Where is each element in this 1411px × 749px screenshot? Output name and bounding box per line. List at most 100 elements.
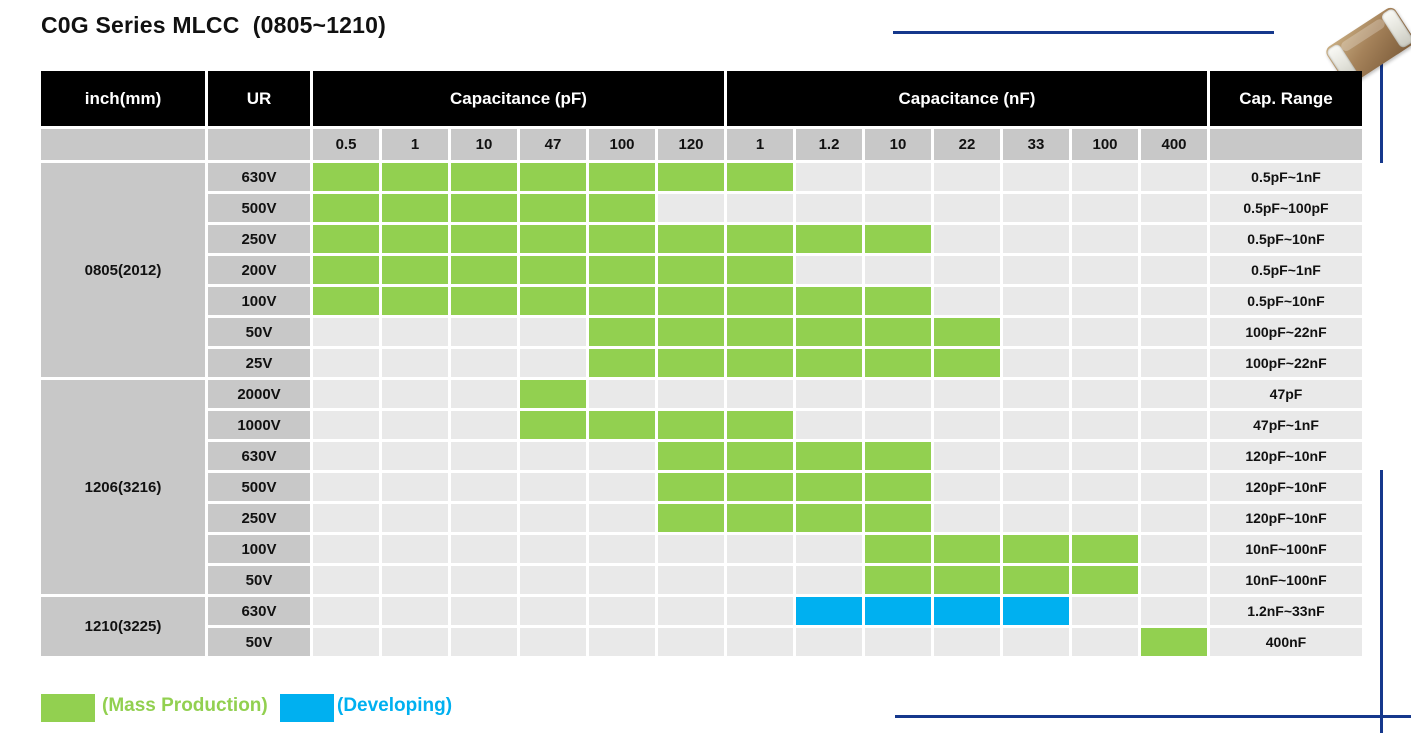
capacitance-cell (313, 318, 379, 346)
subheader-spacer-range (1210, 129, 1362, 160)
capacitance-cell (727, 566, 793, 594)
capacitance-cell (451, 256, 517, 284)
capacitance-cell (1141, 318, 1207, 346)
capacitance-cell (589, 411, 655, 439)
capacitance-cell (520, 628, 586, 656)
capacitance-cell (865, 628, 931, 656)
capacitance-cell (658, 535, 724, 563)
voltage-cell: 500V (208, 473, 310, 501)
capacitance-cell (1003, 628, 1069, 656)
capacitance-cell (382, 256, 448, 284)
capacitance-cell (1003, 473, 1069, 501)
capacitance-cell (727, 411, 793, 439)
capacitance-cell (451, 442, 517, 470)
voltage-cell: 50V (208, 628, 310, 656)
capacitance-cell (313, 225, 379, 253)
capacitance-cell (796, 287, 862, 315)
capacitance-cell (451, 628, 517, 656)
capacitance-cell (589, 349, 655, 377)
capacitance-cell (382, 473, 448, 501)
capacitance-cell (313, 411, 379, 439)
capacitance-cell (796, 256, 862, 284)
capacitance-cell (382, 504, 448, 532)
capacitance-cell (796, 597, 862, 625)
subheader-col-nf-22: 22 (934, 129, 1000, 160)
capacitance-cell (796, 535, 862, 563)
capacitance-cell (934, 318, 1000, 346)
capacitance-cell (934, 504, 1000, 532)
capacitance-cell (1003, 194, 1069, 222)
subheader-col-nf-1: 1 (727, 129, 793, 160)
legend-label-developing: (Developing) (337, 695, 453, 716)
capacitance-cell (520, 411, 586, 439)
subheader-spacer-ur (208, 129, 310, 160)
capacitance-cell (520, 597, 586, 625)
capacitance-cell (589, 380, 655, 408)
capacitance-cell (727, 597, 793, 625)
capacitance-cell (1072, 504, 1138, 532)
capacitance-cell (589, 566, 655, 594)
capacitance-cell (1072, 349, 1138, 377)
capacitance-cell (1003, 225, 1069, 253)
capacitance-cell (934, 256, 1000, 284)
capacitance-cell (1003, 442, 1069, 470)
capacitance-cell (865, 318, 931, 346)
capacitance-cell (589, 163, 655, 191)
cap-range-cell: 1.2nF~33nF (1210, 597, 1362, 625)
capacitance-cell (934, 473, 1000, 501)
capacitance-cell (520, 442, 586, 470)
capacitance-cell (520, 287, 586, 315)
capacitance-cell (520, 349, 586, 377)
capacitance-cell (1141, 225, 1207, 253)
capacitance-cell (727, 287, 793, 315)
voltage-cell: 630V (208, 597, 310, 625)
cap-range-cell: 400nF (1210, 628, 1362, 656)
capacitance-cell (658, 442, 724, 470)
capacitance-cell (796, 225, 862, 253)
capacitance-cell (382, 349, 448, 377)
capacitance-cell (1072, 194, 1138, 222)
capacitance-cell (934, 628, 1000, 656)
capacitance-cell (1141, 163, 1207, 191)
voltage-cell: 1000V (208, 411, 310, 439)
cap-range-cell: 0.5pF~100pF (1210, 194, 1362, 222)
capacitance-cell (865, 535, 931, 563)
capacitance-cell (727, 380, 793, 408)
capacitance-cell (382, 597, 448, 625)
capacitance-cell (796, 628, 862, 656)
capacitance-cell (382, 535, 448, 563)
capacitance-cell (934, 194, 1000, 222)
capacitance-cell (1072, 411, 1138, 439)
capacitance-cell (1141, 256, 1207, 284)
size-group-cell: 1206(3216) (41, 380, 205, 594)
capacitance-cell (658, 318, 724, 346)
capacitance-cell (520, 566, 586, 594)
bottom-accent-line (895, 715, 1411, 718)
capacitance-cell (451, 535, 517, 563)
size-group-cell: 0805(2012) (41, 163, 205, 377)
capacitance-cell (796, 380, 862, 408)
capacitance-cell (796, 194, 862, 222)
capacitance-cell (865, 566, 931, 594)
capacitance-cell (658, 256, 724, 284)
subheader-col-nf-1.2: 1.2 (796, 129, 862, 160)
capacitance-cell (520, 535, 586, 563)
cap-range-cell: 0.5pF~1nF (1210, 163, 1362, 191)
capacitance-cell (1072, 566, 1138, 594)
capacitance-cell (451, 163, 517, 191)
capacitance-cell (1141, 628, 1207, 656)
top-accent-line (893, 31, 1274, 34)
capacitance-cell (865, 194, 931, 222)
capacitance-cell (796, 566, 862, 594)
capacitance-cell (796, 504, 862, 532)
capacitance-cell (1072, 628, 1138, 656)
capacitance-cell (520, 318, 586, 346)
capacitance-cell (934, 349, 1000, 377)
capacitance-cell (796, 473, 862, 501)
voltage-cell: 630V (208, 163, 310, 191)
capacitance-cell (934, 225, 1000, 253)
capacitance-cell (658, 411, 724, 439)
capacitance-cell (658, 504, 724, 532)
voltage-cell: 50V (208, 566, 310, 594)
capacitance-cell (727, 194, 793, 222)
